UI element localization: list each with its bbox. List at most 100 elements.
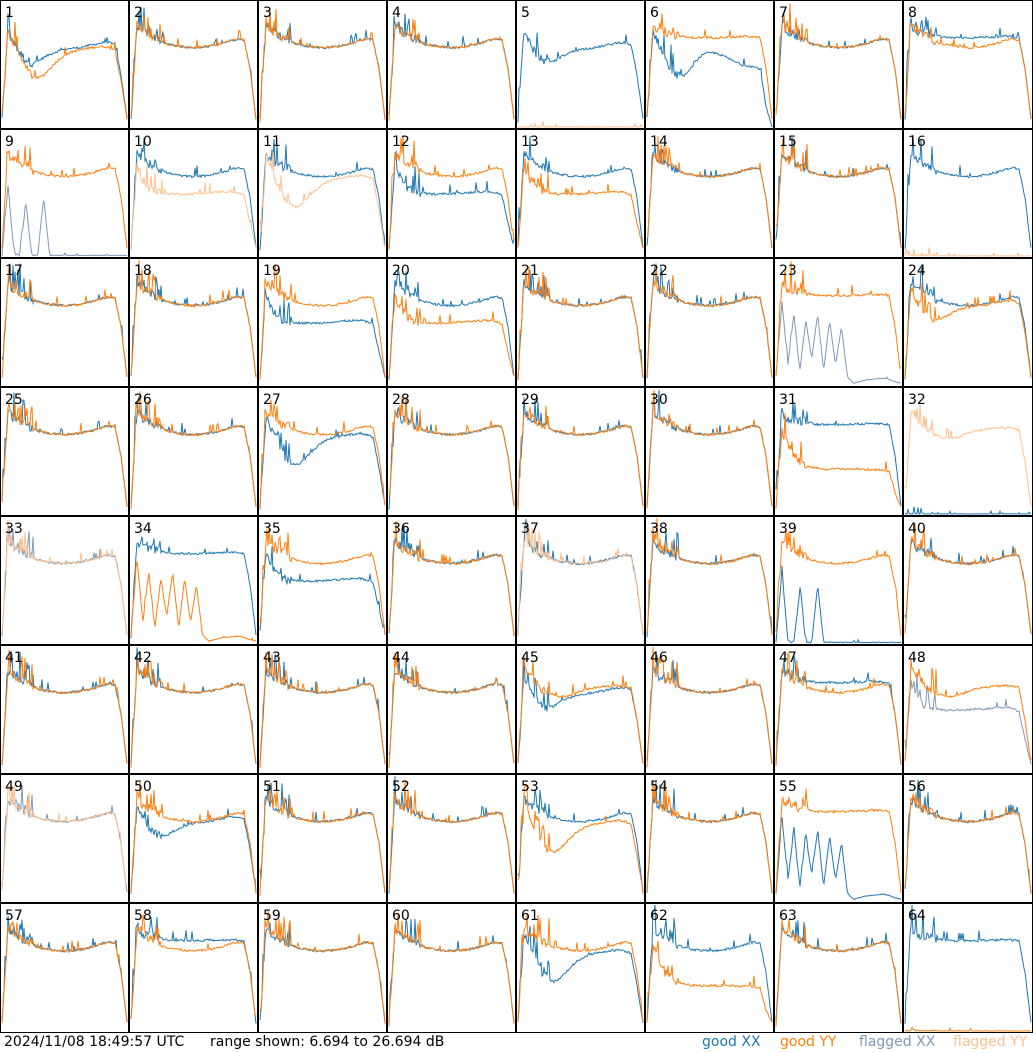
series-yy-line xyxy=(517,405,644,511)
series-xx-line xyxy=(646,29,773,128)
panel-label: 9 xyxy=(5,134,14,150)
panel-label: 56 xyxy=(908,779,926,795)
series-yy-line xyxy=(388,779,515,893)
antenna-panel-28: 28 xyxy=(387,387,516,516)
series-yy-line xyxy=(904,404,1032,507)
antenna-panel-2: 2 xyxy=(129,0,258,129)
series-yy-line xyxy=(775,529,902,636)
series-xx-line xyxy=(259,546,386,636)
panel-label: 24 xyxy=(908,263,926,279)
panel-frame xyxy=(387,645,516,774)
panel-label: 43 xyxy=(263,650,281,666)
series-yy-line xyxy=(1,21,128,120)
series-xx-line xyxy=(775,400,902,507)
series-xx-line xyxy=(517,136,644,248)
panel-label: 7 xyxy=(779,5,788,21)
series-yy-line xyxy=(130,163,257,251)
series-xx-line xyxy=(130,805,257,894)
panel-label: 13 xyxy=(521,134,539,150)
series-xx-line xyxy=(517,789,644,893)
panel-frame xyxy=(387,387,516,516)
series-xx-line xyxy=(775,13,902,118)
antenna-panel-21: 21 xyxy=(516,258,645,387)
panel-label: 12 xyxy=(392,134,410,150)
panel-frame xyxy=(387,903,516,1033)
series-xx-line xyxy=(646,264,773,379)
panel-label: 59 xyxy=(263,908,281,924)
panel-label: 62 xyxy=(650,908,668,924)
antenna-panel-29: 29 xyxy=(516,387,645,516)
panel-label: 53 xyxy=(521,779,539,795)
panel-label: 58 xyxy=(134,908,152,924)
panel-label: 3 xyxy=(263,5,272,21)
legend-flagged-xx-word: flagged xyxy=(859,1034,912,1050)
series-yy-line xyxy=(517,266,644,381)
antenna-panel-62: 62 xyxy=(645,903,774,1033)
series-yy-line xyxy=(130,259,257,378)
panel-label: 46 xyxy=(650,650,668,666)
panel-label: 18 xyxy=(134,263,152,279)
series-xx-line xyxy=(259,414,386,510)
panel-label: 25 xyxy=(5,392,23,408)
panel-frame xyxy=(903,516,1033,645)
panel-label: 4 xyxy=(392,5,401,21)
series-yy-line xyxy=(775,413,902,509)
series-yy-line xyxy=(259,264,386,380)
antenna-panel-16: 16 xyxy=(903,129,1033,258)
series-yy-line xyxy=(646,781,773,893)
series-xx-line xyxy=(517,32,644,123)
series-yy-line xyxy=(646,13,773,119)
legend-good-yy: good YY xyxy=(780,1034,836,1050)
panel-label: 55 xyxy=(779,779,797,795)
series-xx-line xyxy=(388,149,515,249)
antenna-panel-53: 53 xyxy=(516,774,645,903)
series-xx-line xyxy=(904,904,1032,1024)
series-xx-line xyxy=(130,137,257,251)
panel-frame xyxy=(774,645,903,774)
panel-label: 50 xyxy=(134,779,152,795)
panel-frame xyxy=(0,387,129,516)
antenna-panel-59: 59 xyxy=(258,903,387,1033)
panel-label: 45 xyxy=(521,650,539,666)
panel-label: 52 xyxy=(392,779,410,795)
series-yy-line xyxy=(388,18,515,121)
panel-frame xyxy=(0,258,129,387)
series-xx-line xyxy=(130,917,257,1024)
panel-label: 60 xyxy=(392,908,410,924)
panel-frame xyxy=(258,774,387,903)
series-yy-line xyxy=(646,940,773,1023)
series-yy-line xyxy=(517,914,644,1023)
panel-frame xyxy=(774,129,903,258)
footer-bar: 2024/11/08 18:49:57 UTC range shown: 6.6… xyxy=(0,1033,1033,1053)
series-xx-line xyxy=(130,536,257,639)
antenna-panel-38: 38 xyxy=(645,516,774,645)
panel-frame xyxy=(129,387,258,516)
antenna-panel-43: 43 xyxy=(258,645,387,774)
legend-flagged-xx: flagged XX xyxy=(859,1034,935,1050)
panel-label: 10 xyxy=(134,134,152,150)
antenna-panel-63: 63 xyxy=(774,903,903,1033)
panel-label: 22 xyxy=(650,263,668,279)
series-yy-line xyxy=(130,781,257,894)
panel-frame xyxy=(645,774,774,903)
panel-label: 42 xyxy=(134,650,152,666)
panel-label: 1 xyxy=(5,5,14,21)
panel-label: 17 xyxy=(5,263,23,279)
panel-label: 20 xyxy=(392,263,410,279)
legend-good-yy-word: good xyxy=(780,1034,815,1050)
antenna-panel-61: 61 xyxy=(516,903,645,1033)
series-xx-line xyxy=(904,134,1032,249)
series-yy-line xyxy=(1,784,128,891)
antenna-panel-58: 58 xyxy=(129,903,258,1033)
series-xx-line xyxy=(904,676,1032,765)
series-yy-line xyxy=(904,523,1032,635)
legend-flagged-yy-word: flagged xyxy=(953,1034,1006,1050)
panel-label: 48 xyxy=(908,650,926,666)
panel-frame xyxy=(645,645,774,774)
antenna-panel-15: 15 xyxy=(774,129,903,258)
panel-frame xyxy=(645,0,774,129)
series-yy-line xyxy=(1,519,128,635)
legend-good-xx: good XX xyxy=(702,1034,761,1050)
series-xx-line xyxy=(1,185,128,258)
